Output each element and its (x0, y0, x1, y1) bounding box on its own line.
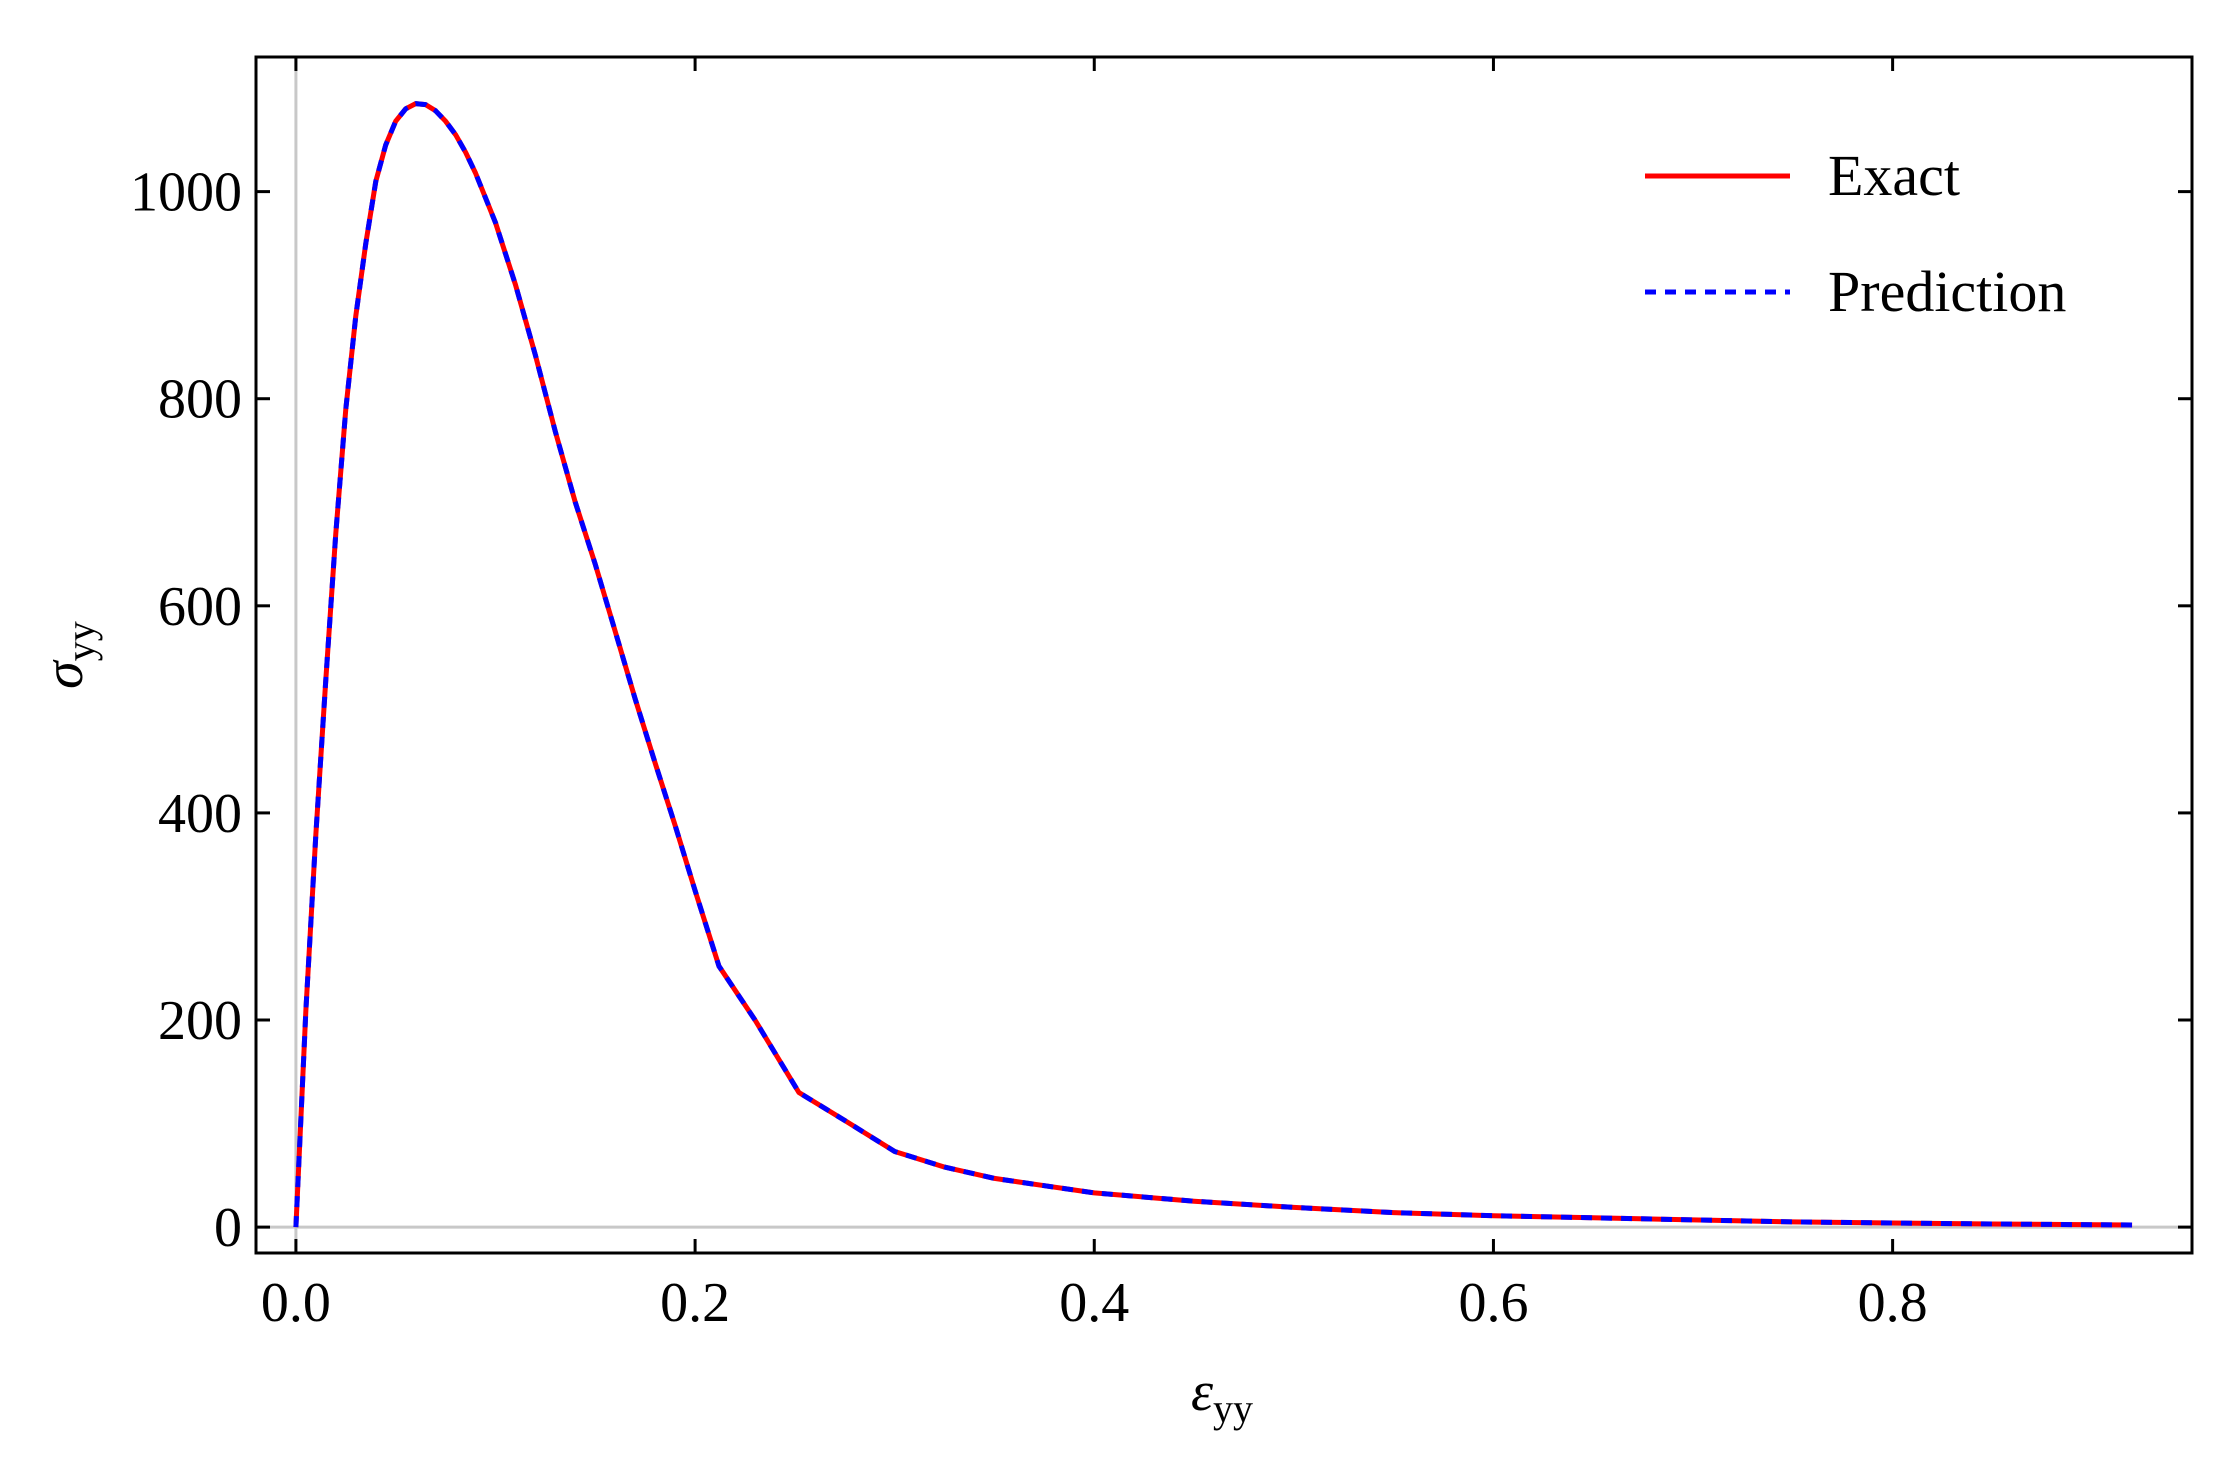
y-tick-label: 400 (158, 783, 242, 845)
axis-ticks: 0.0 0.2 0.4 0.6 0.8 0 200 400 600 800 1000 (130, 57, 2192, 1334)
reference-lines (256, 57, 2192, 1253)
y-tick-label: 200 (158, 990, 242, 1052)
y-tick-label: 1000 (130, 162, 242, 224)
x-axis-label: εyy (1191, 1361, 1253, 1431)
legend-label-prediction: Prediction (1828, 259, 2066, 324)
x-tick-label: 0.6 (1458, 1272, 1528, 1334)
plot-frame (254, 55, 2194, 1255)
legend-label-exact: Exact (1828, 143, 1960, 208)
legend: Exact Prediction (1645, 143, 2066, 324)
x-tick-label: 0.0 (261, 1272, 331, 1334)
series-line-prediction (293, 101, 2133, 1228)
x-tick-label: 0.8 (1858, 1272, 1928, 1334)
y-tick-label: 0 (214, 1197, 242, 1259)
x-tick-label: 0.4 (1059, 1272, 1129, 1334)
y-tick-label: 800 (158, 369, 242, 431)
y-tick-label: 600 (158, 576, 242, 638)
series-layer (293, 101, 2133, 1228)
x-tick-label: 0.2 (660, 1272, 730, 1334)
y-axis-label: σyy (33, 621, 103, 689)
